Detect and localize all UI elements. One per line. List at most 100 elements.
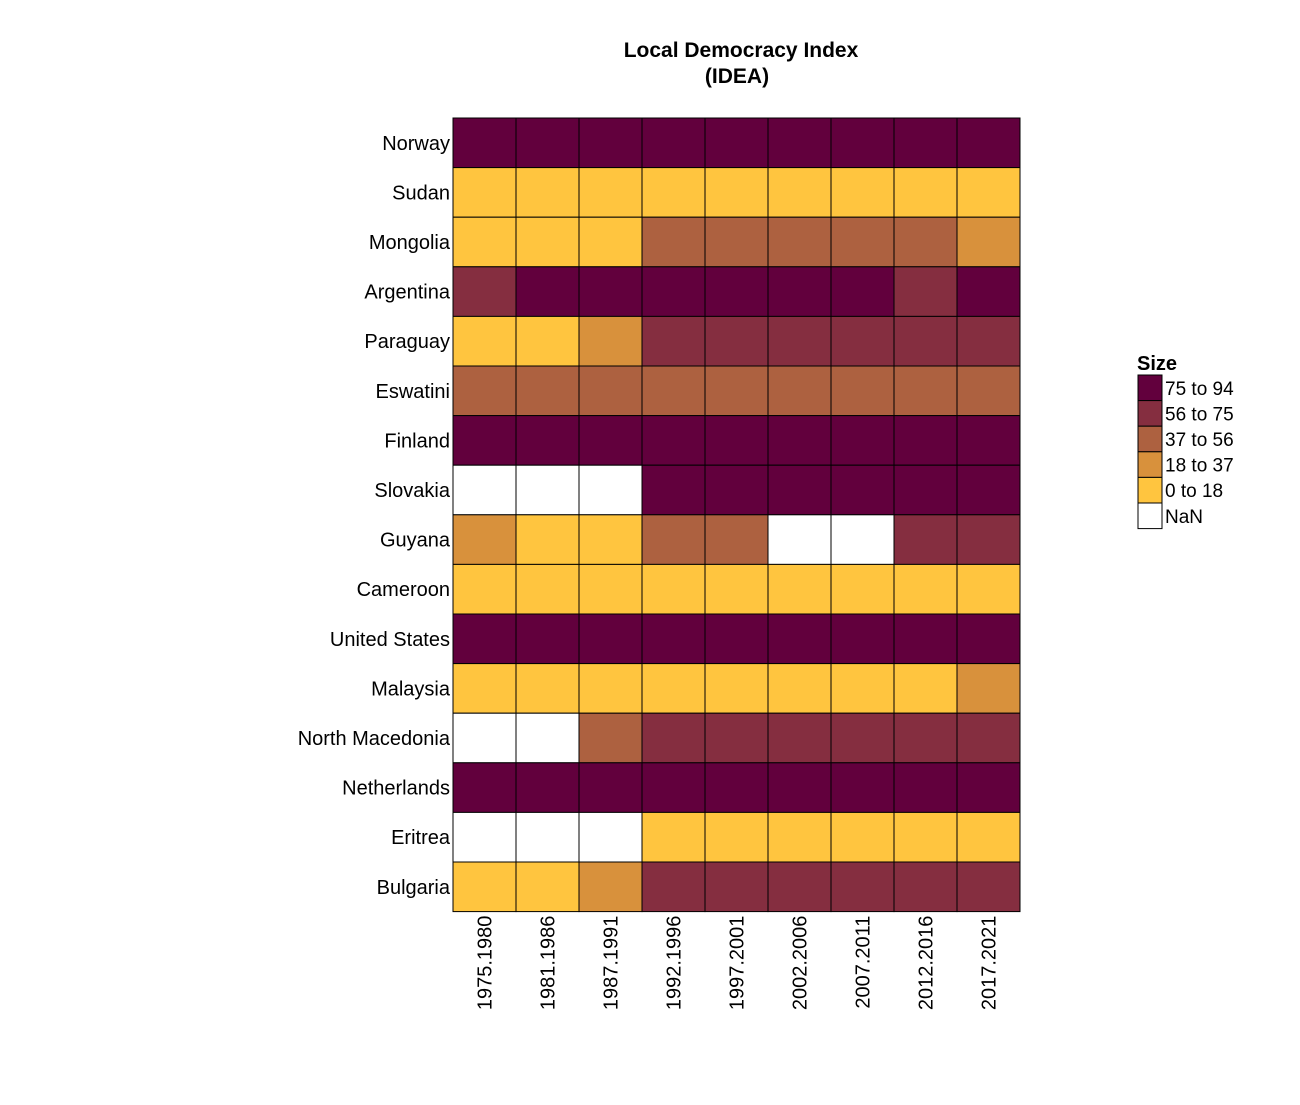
heatmap-cell (830, 365, 895, 417)
heatmap-cell (767, 514, 832, 565)
legend-swatch (1137, 476, 1163, 504)
heatmap-cell (578, 117, 643, 169)
heatmap-cell (641, 216, 706, 268)
heatmap-cell (641, 712, 706, 764)
heatmap-cell (641, 563, 706, 615)
column-label: 2012.2016 (916, 916, 938, 1011)
heatmap-cell (830, 216, 895, 268)
heatmap-cell (704, 663, 769, 714)
row-labels: Norway Sudan Mongolia Argentina Paraguay Eswa… (298, 133, 451, 899)
heatmap-cell (956, 563, 1021, 615)
heatmap-cell (515, 365, 580, 417)
column-label: 1981.1986 (538, 916, 560, 1011)
heatmap-cell (578, 315, 643, 367)
heatmap-cell (578, 712, 643, 764)
heatmap-cell (515, 266, 580, 317)
heatmap-cell (578, 861, 643, 913)
heatmap-cell (767, 464, 832, 516)
column-label: 2017.2021 (979, 916, 1001, 1011)
heatmap-cell (704, 315, 769, 367)
legend-swatch (1137, 374, 1163, 402)
row-label: Bulgaria (377, 877, 451, 899)
heatmap-cell (515, 167, 580, 218)
column-label: 1987.1991 (601, 916, 623, 1011)
heatmap-cell (956, 762, 1021, 813)
heatmap-cell (578, 613, 643, 665)
heatmap-cell (641, 415, 706, 466)
heatmap-cell (452, 514, 517, 565)
heatmap-cell (767, 167, 832, 218)
heatmap-cell (641, 315, 706, 367)
heatmap-cell (704, 216, 769, 268)
heatmap-cell (704, 415, 769, 466)
heatmap-cell (956, 266, 1021, 317)
heatmap-cell (893, 266, 958, 317)
row-label: Finland (384, 430, 450, 452)
heatmap-cell (893, 663, 958, 714)
heatmap-cell (578, 216, 643, 268)
heatmap-cell (515, 216, 580, 268)
heatmap-cell (956, 712, 1021, 764)
heatmap-cell (956, 365, 1021, 417)
heatmap-cell (704, 514, 769, 565)
heatmap-cell (641, 167, 706, 218)
row-label: Norway (382, 133, 450, 155)
heatmap-cell (956, 613, 1021, 665)
heatmap-cell (641, 663, 706, 714)
heatmap-cell (704, 117, 769, 169)
legend-label: 75 to 94 (1165, 379, 1234, 400)
legend: Size 75 to 94 56 to 75 37 to 56 18 to 37 0 t… (1137, 353, 1234, 530)
heatmap-cell (641, 811, 706, 863)
heatmap-cell (893, 613, 958, 665)
legend-label: 56 to 75 (1165, 404, 1234, 425)
row-label: United States (330, 629, 450, 651)
heatmap-cell (767, 712, 832, 764)
heatmap-cell (767, 663, 832, 714)
heatmap-cell (704, 266, 769, 317)
row-label: Eswatini (376, 381, 450, 403)
heatmap-cell (830, 712, 895, 764)
heatmap-cell (452, 712, 517, 764)
row-label: Guyana (380, 530, 451, 552)
heatmap-cell (956, 117, 1021, 169)
column-label: 2002.2006 (790, 916, 812, 1011)
row-label: Netherlands (342, 778, 450, 800)
heatmap-cell (893, 415, 958, 466)
heatmap-cell (956, 315, 1021, 367)
heatmap-cell (515, 563, 580, 615)
heatmap-cell (515, 464, 580, 516)
heatmap-cell (452, 464, 517, 516)
heatmap-cell (515, 415, 580, 466)
heatmap-cell (578, 762, 643, 813)
heatmap-cell (452, 563, 517, 615)
heatmap-cell (515, 514, 580, 565)
heatmap-cell (704, 464, 769, 516)
heatmap-cell (893, 167, 958, 218)
heatmap-cell (452, 861, 517, 913)
heatmap-cell (452, 415, 517, 466)
heatmap-cell (956, 663, 1021, 714)
heatmap-cell (767, 563, 832, 615)
row-label: Eritrea (391, 827, 451, 849)
heatmap-cell (893, 811, 958, 863)
legend-label: NaN (1165, 507, 1203, 528)
heatmap-cell (578, 663, 643, 714)
heatmap-cell (578, 167, 643, 218)
heatmap-cell (767, 266, 832, 317)
heatmap-cell (578, 266, 643, 317)
row-label: Slovakia (374, 480, 450, 502)
heatmap-cell (704, 811, 769, 863)
heatmap-cell (578, 514, 643, 565)
heatmap-cell (830, 266, 895, 317)
heatmap-cell (830, 167, 895, 218)
heatmap-cell (578, 464, 643, 516)
heatmap-cell (893, 514, 958, 565)
heatmap-cell (515, 117, 580, 169)
heatmap-cell (956, 415, 1021, 466)
row-label: Cameroon (357, 579, 450, 601)
heatmap-cell (767, 216, 832, 268)
heatmap-cell (641, 613, 706, 665)
heatmap-cell (578, 811, 643, 863)
